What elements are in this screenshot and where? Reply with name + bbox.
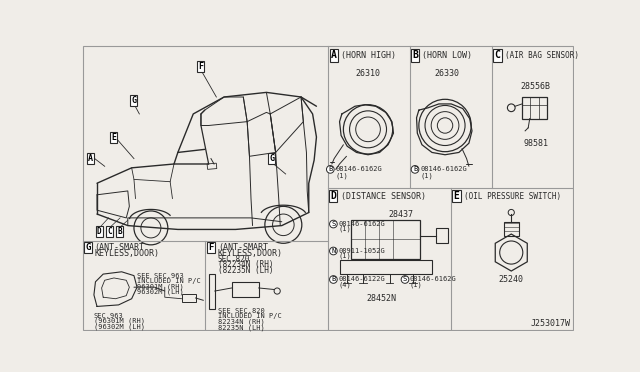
Text: 08146-6122G: 08146-6122G [338,276,385,282]
Text: (DISTANCE SENSOR): (DISTANCE SENSOR) [341,192,426,201]
Text: B: B [412,51,418,60]
Text: SEE SEC.963: SEE SEC.963 [137,273,184,279]
Text: (82234N (RH): (82234N (RH) [218,260,273,269]
Text: 26310: 26310 [356,70,381,78]
Text: (1): (1) [336,172,348,179]
Text: KEYLESS,DOOR): KEYLESS,DOOR) [95,249,160,258]
Bar [232,282,259,297]
Text: F: F [198,62,204,71]
Text: SEC.820: SEC.820 [218,255,250,264]
Text: (1): (1) [338,253,351,259]
Text: J253017W: J253017W [531,319,570,328]
Text: INCLUDED IN P/C: INCLUDED IN P/C [218,313,282,320]
Text: (AIR BAG SENSOR): (AIR BAG SENSOR) [505,51,579,60]
Text: 96302M (LH): 96302M (LH) [137,289,184,295]
Text: D: D [97,227,102,236]
Text: (1): (1) [410,281,422,288]
Text: S: S [332,221,335,227]
Bar [436,228,448,243]
Text: B: B [413,166,417,172]
Text: D: D [330,191,337,201]
Text: G: G [85,243,90,251]
Text: 25240: 25240 [499,275,524,284]
Text: KEYLESS,DOOR): KEYLESS,DOOR) [218,249,283,258]
Text: F: F [208,243,214,251]
Text: 82234N (RH): 82234N (RH) [218,319,265,325]
Text: 08146-6162G: 08146-6162G [410,276,456,282]
Text: (HORN HIGH): (HORN HIGH) [341,51,396,60]
Text: (4): (4) [338,281,351,288]
Text: SEC.963: SEC.963 [94,312,124,318]
Text: A: A [88,154,93,163]
Text: C: C [495,51,500,60]
Text: (OIL PRESSURE SWITCH): (OIL PRESSURE SWITCH) [464,192,561,201]
Bar [182,294,196,302]
Text: S: S [403,276,407,282]
Text: A: A [332,51,337,60]
Text: G: G [269,154,275,163]
Text: B: B [332,276,335,282]
Text: (ANT-SMART: (ANT-SMART [218,243,268,251]
Text: 98581: 98581 [524,139,548,148]
Bar [522,97,547,119]
Text: E: E [111,132,116,141]
Bar [209,274,215,309]
Text: (HORN LOW): (HORN LOW) [422,51,472,60]
Bar [504,222,519,235]
Text: (ANT-SMART: (ANT-SMART [95,243,145,251]
Text: 08146-6162G: 08146-6162G [420,166,467,172]
Text: 96301M (RH): 96301M (RH) [137,283,184,290]
Text: 28556B: 28556B [521,83,551,92]
Text: B: B [117,227,122,236]
Text: (1): (1) [420,172,433,179]
Text: INCLUDED IN P/C: INCLUDED IN P/C [137,278,201,284]
Bar [207,163,217,169]
Text: E: E [454,191,460,201]
Bar [351,220,420,259]
Text: G: G [131,96,136,105]
Text: 28437: 28437 [388,209,413,218]
Text: B: B [328,166,332,172]
Text: 26330: 26330 [435,70,460,78]
Text: 08146-6162G: 08146-6162G [338,221,385,227]
Text: (82235N (LH): (82235N (LH) [218,266,273,275]
Text: 08146-6162G: 08146-6162G [336,166,383,172]
Text: 28452N: 28452N [367,294,397,303]
Text: (96302M (LH): (96302M (LH) [94,323,145,330]
Bar [340,260,432,274]
Text: C: C [107,227,111,236]
Text: N: N [332,248,335,254]
Text: 82235N (LH): 82235N (LH) [218,324,265,331]
Text: SEE SEC.820: SEE SEC.820 [218,308,265,314]
Text: (96301M (RH): (96301M (RH) [94,318,145,324]
Text: (1): (1) [338,225,351,232]
Text: 08911-1052G: 08911-1052G [338,248,385,254]
